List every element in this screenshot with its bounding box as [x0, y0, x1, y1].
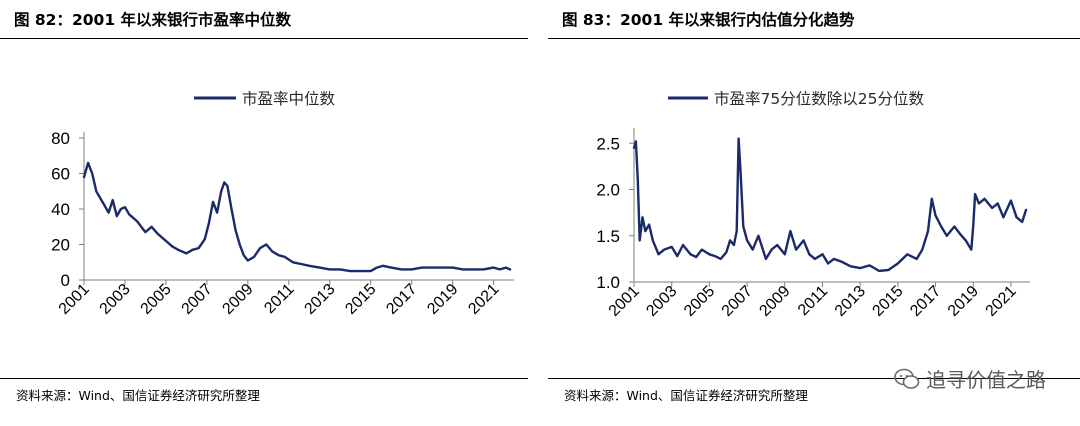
watermark: 追寻价值之路 [894, 364, 1046, 393]
left-figure-panel: 图 82：2001 年以来银行市盈率中位数 市盈率中位数 0 20 40 60 80 20… [0, 0, 530, 426]
title-rule [0, 38, 528, 39]
x-tick-label: 2015 [869, 283, 906, 320]
y-tick-label: 80 [51, 129, 70, 148]
source-rule [548, 378, 1080, 379]
x-tick-label: 2017 [383, 281, 420, 318]
y-tick-label: 20 [51, 236, 70, 255]
x-tick-label: 2021 [983, 283, 1020, 320]
x-tick-label: 2007 [719, 283, 756, 320]
y-tick-label: 2.0 [596, 181, 620, 200]
x-tick-label: 2013 [832, 283, 869, 320]
y-tick-label: 1.0 [596, 273, 620, 292]
y-tick-label: 2.5 [596, 134, 620, 153]
source-rule [0, 378, 528, 379]
source-note: 资料来源：Wind、国信证券经济研究所整理 [564, 388, 808, 403]
y-tick-label: 1.5 [596, 227, 620, 246]
x-tick-label: 2019 [424, 281, 461, 318]
x-tick-label: 2019 [945, 283, 982, 320]
x-tick-label: 2009 [219, 281, 256, 318]
x-tick-label: 2013 [301, 281, 338, 318]
y-tick-label: 60 [51, 165, 70, 184]
x-tick-label: 2003 [643, 283, 680, 320]
x-tick-label: 2011 [261, 281, 297, 317]
figure-title: 图 82：2001 年以来银行市盈率中位数 [14, 11, 292, 29]
x-tick-label: 2015 [342, 281, 379, 318]
x-tick-label: 2007 [179, 281, 216, 318]
legend-label: 市盈率75分位数除以25分位数 [714, 90, 924, 108]
chart-legend: 市盈率中位数 [194, 90, 336, 108]
x-tick-label: 2009 [756, 283, 793, 320]
x-tick-label: 2005 [138, 281, 175, 318]
x-tick-label: 2011 [795, 283, 831, 319]
figure-title: 图 83：2001 年以来银行内估值分化趋势 [562, 11, 855, 29]
x-tick-label: 2021 [465, 281, 502, 318]
watermark-text: 追寻价值之路 [926, 368, 1046, 392]
y-tick-label: 40 [51, 200, 70, 219]
wechat-icon [894, 368, 920, 389]
source-note: 资料来源：Wind、国信证券经济研究所整理 [16, 388, 260, 403]
series-line [82, 161, 512, 273]
series-line [632, 137, 1028, 273]
x-tick-label: 2003 [97, 281, 134, 318]
y-tick-label: 0 [61, 271, 70, 290]
x-tick-label: 2005 [681, 283, 718, 320]
title-rule [548, 38, 1080, 39]
x-tick-label: 2017 [907, 283, 944, 320]
right-figure-panel: 图 83：2001 年以来银行内估值分化趋势 市盈率75分位数除以25分位数 1… [548, 0, 1080, 426]
legend-label: 市盈率中位数 [242, 90, 336, 108]
chart-legend: 市盈率75分位数除以25分位数 [668, 90, 924, 108]
